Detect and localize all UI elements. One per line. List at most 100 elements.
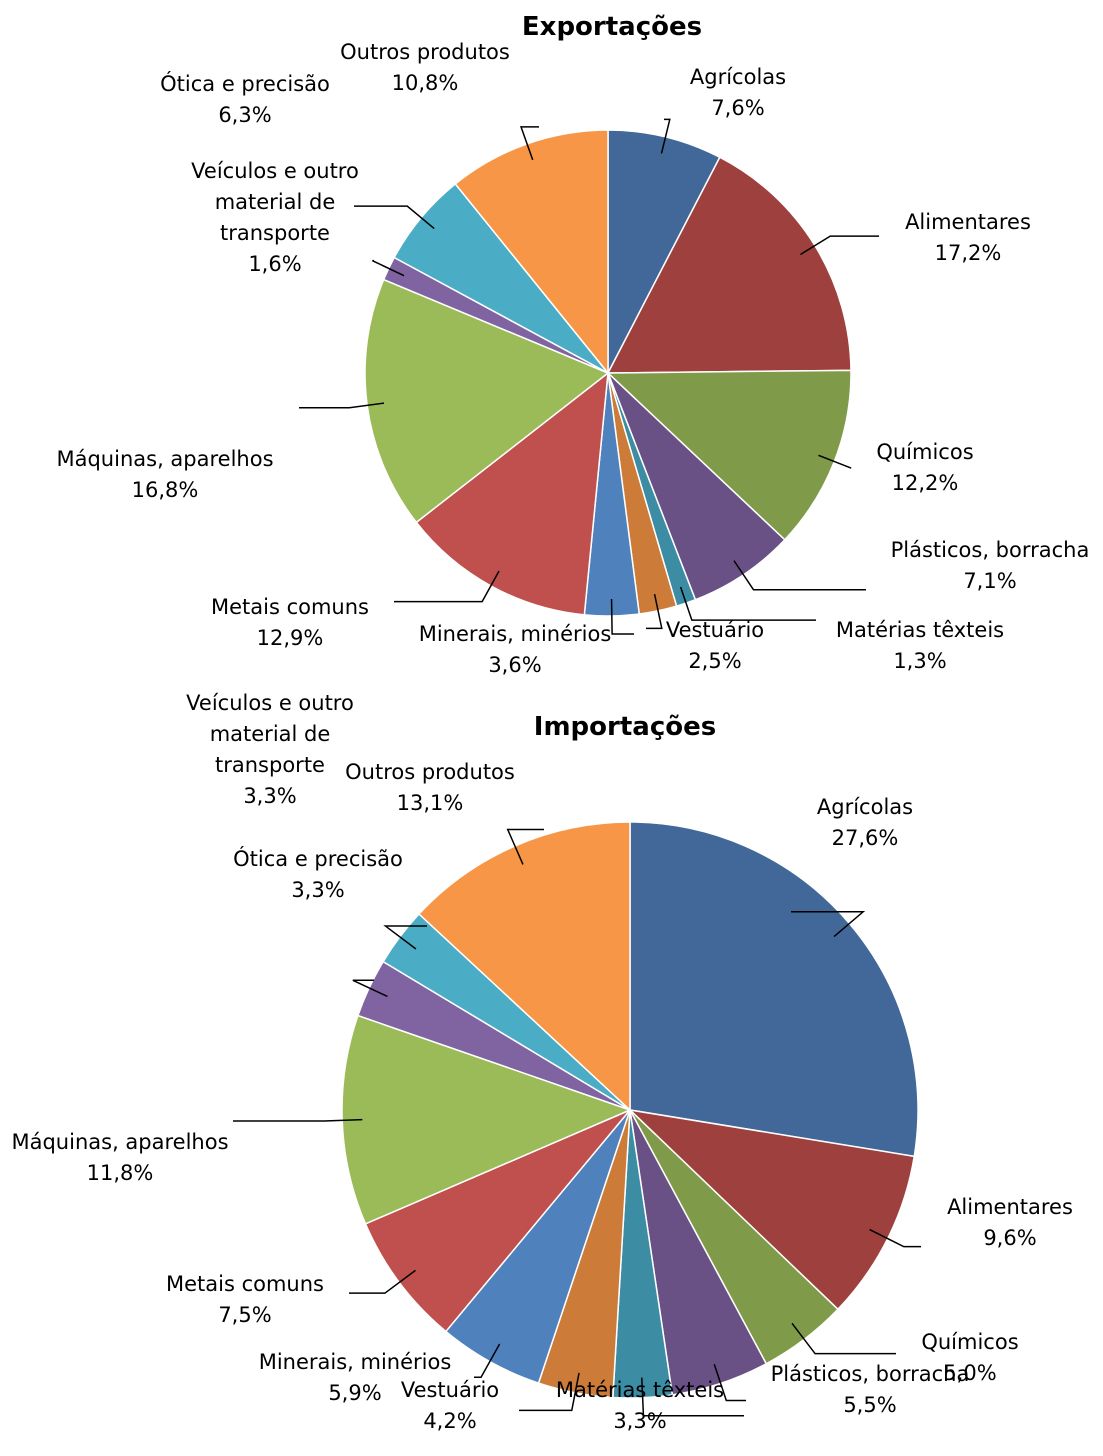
data-label: Químicos 5,0% bbox=[900, 1327, 1040, 1389]
value-label: 3,3% bbox=[291, 878, 345, 902]
category-name: Químicos bbox=[921, 1330, 1019, 1354]
category-name: Alimentares bbox=[947, 1195, 1073, 1219]
leader-line bbox=[610, 598, 634, 635]
value-label: 1,3% bbox=[893, 649, 947, 673]
value-label: 16,8% bbox=[131, 478, 199, 502]
data-label: Ótica e precisão 3,3% bbox=[213, 844, 423, 906]
data-label: Minerais, minérios 5,9% bbox=[240, 1347, 470, 1409]
value-label: 5,0% bbox=[943, 1361, 997, 1385]
data-label: Máquinas, aparelhos 16,8% bbox=[35, 444, 295, 506]
value-label: 17,2% bbox=[934, 241, 1002, 265]
category-name: Metais comuns bbox=[210, 595, 369, 619]
leader-line bbox=[800, 235, 879, 256]
leader-line bbox=[733, 560, 866, 591]
category-name: Plásticos, borracha bbox=[770, 1362, 970, 1386]
leader-line bbox=[713, 1363, 746, 1402]
value-label: 10,8% bbox=[391, 71, 459, 95]
data-label: Ótica e precisão 6,3% bbox=[140, 69, 350, 131]
value-label: 3,6% bbox=[488, 653, 542, 677]
data-label: Alimentares 17,2% bbox=[883, 207, 1053, 269]
leader-line bbox=[646, 593, 663, 630]
data-label: Veículos e outro material de transporte 1… bbox=[180, 156, 370, 280]
value-label: 3,3% bbox=[243, 784, 297, 808]
leader-line bbox=[474, 1343, 501, 1379]
category-name: Matérias têxteis bbox=[835, 618, 1005, 642]
category-name: Outros produtos bbox=[340, 40, 510, 64]
category-name: Agrícolas bbox=[816, 795, 914, 819]
value-label: 13,1% bbox=[396, 791, 464, 815]
category-name: Máquinas, aparelhos bbox=[56, 447, 274, 471]
value-label: 6,3% bbox=[218, 103, 272, 127]
value-label: 27,6% bbox=[831, 826, 899, 850]
category-name: Ótica e precisão bbox=[160, 72, 330, 96]
leader-line bbox=[349, 1269, 416, 1294]
category-name: Vestuário bbox=[400, 1378, 500, 1402]
leader-line bbox=[660, 118, 671, 154]
leader-line bbox=[383, 925, 427, 950]
leader-line bbox=[519, 126, 539, 161]
leader-line bbox=[869, 1228, 921, 1248]
category-name: Alimentares bbox=[905, 210, 1031, 234]
leader-line bbox=[233, 1118, 363, 1122]
category-name: Metais comuns bbox=[165, 1272, 324, 1296]
leader-line bbox=[299, 402, 385, 409]
data-label: Veículos e outro material de transporte 3… bbox=[170, 688, 370, 812]
leader-line bbox=[352, 979, 388, 998]
data-label: Alimentares 9,6% bbox=[925, 1192, 1095, 1254]
leader-line bbox=[354, 205, 435, 230]
data-label: Minerais, minérios 3,6% bbox=[400, 619, 630, 681]
data-label: Vestuário 4,2% bbox=[385, 1375, 515, 1437]
data-label: Agrícolas 27,6% bbox=[795, 792, 935, 854]
value-label: 7,1% bbox=[963, 569, 1017, 593]
leader-line bbox=[791, 1322, 896, 1355]
data-label: Matérias têxteis 3,3% bbox=[540, 1375, 740, 1437]
chart-title: Exportações bbox=[521, 12, 703, 42]
category-name: Químicos bbox=[876, 440, 974, 464]
value-label: 12,2% bbox=[891, 471, 959, 495]
value-label: 12,9% bbox=[256, 626, 324, 650]
leader-line bbox=[641, 1377, 744, 1417]
data-label: Plásticos, borracha 7,1% bbox=[870, 535, 1103, 597]
value-label: 7,6% bbox=[711, 96, 765, 120]
leader-line bbox=[679, 586, 816, 621]
value-label: 11,8% bbox=[86, 1161, 154, 1185]
value-label: 5,9% bbox=[328, 1381, 382, 1405]
category-name: Plásticos, borracha bbox=[890, 538, 1090, 562]
category-name: Máquinas, aparelhos bbox=[11, 1130, 229, 1154]
data-label: Químicos 12,2% bbox=[855, 437, 995, 499]
data-label: Vestuário 2,5% bbox=[650, 615, 780, 677]
value-label: 1,6% bbox=[248, 252, 302, 276]
data-label: Plásticos, borracha 5,5% bbox=[750, 1359, 990, 1421]
category-name: Outros produtos bbox=[345, 760, 515, 784]
data-label: Metais comuns 7,5% bbox=[145, 1269, 345, 1331]
leader-line bbox=[818, 454, 852, 469]
category-name: Ótica e precisão bbox=[233, 847, 403, 871]
data-label: Outros produtos 13,1% bbox=[320, 757, 540, 819]
value-label: 3,3% bbox=[613, 1409, 667, 1433]
chart-title: Importações bbox=[533, 712, 717, 742]
category-name: Minerais, minérios bbox=[258, 1350, 452, 1374]
leader-line bbox=[519, 1372, 580, 1412]
value-label: 9,6% bbox=[983, 1226, 1037, 1250]
leader-line bbox=[394, 570, 500, 603]
category-name: Minerais, minérios bbox=[418, 622, 612, 646]
value-label: 2,5% bbox=[688, 649, 742, 673]
data-label: Máquinas, aparelhos 11,8% bbox=[11, 1127, 229, 1189]
category-name: Agrícolas bbox=[689, 65, 787, 89]
leader-line bbox=[372, 259, 405, 277]
data-label: Outros produtos 10,8% bbox=[315, 37, 535, 99]
data-label: Agrícolas 7,6% bbox=[668, 62, 808, 124]
value-label: 7,5% bbox=[218, 1303, 272, 1327]
leader-line bbox=[506, 828, 544, 865]
value-label: 4,2% bbox=[423, 1409, 477, 1433]
category-name: Veículos e outro material de transporte bbox=[186, 691, 354, 777]
leader-line bbox=[791, 911, 866, 938]
category-name: Vestuário bbox=[665, 618, 765, 642]
data-label: Matérias têxteis 1,3% bbox=[820, 615, 1020, 677]
category-name: Matérias têxteis bbox=[555, 1378, 725, 1402]
pie-slice bbox=[629, 821, 919, 1158]
value-label: 5,5% bbox=[843, 1393, 897, 1417]
category-name: Veículos e outro material de transporte bbox=[191, 159, 359, 245]
